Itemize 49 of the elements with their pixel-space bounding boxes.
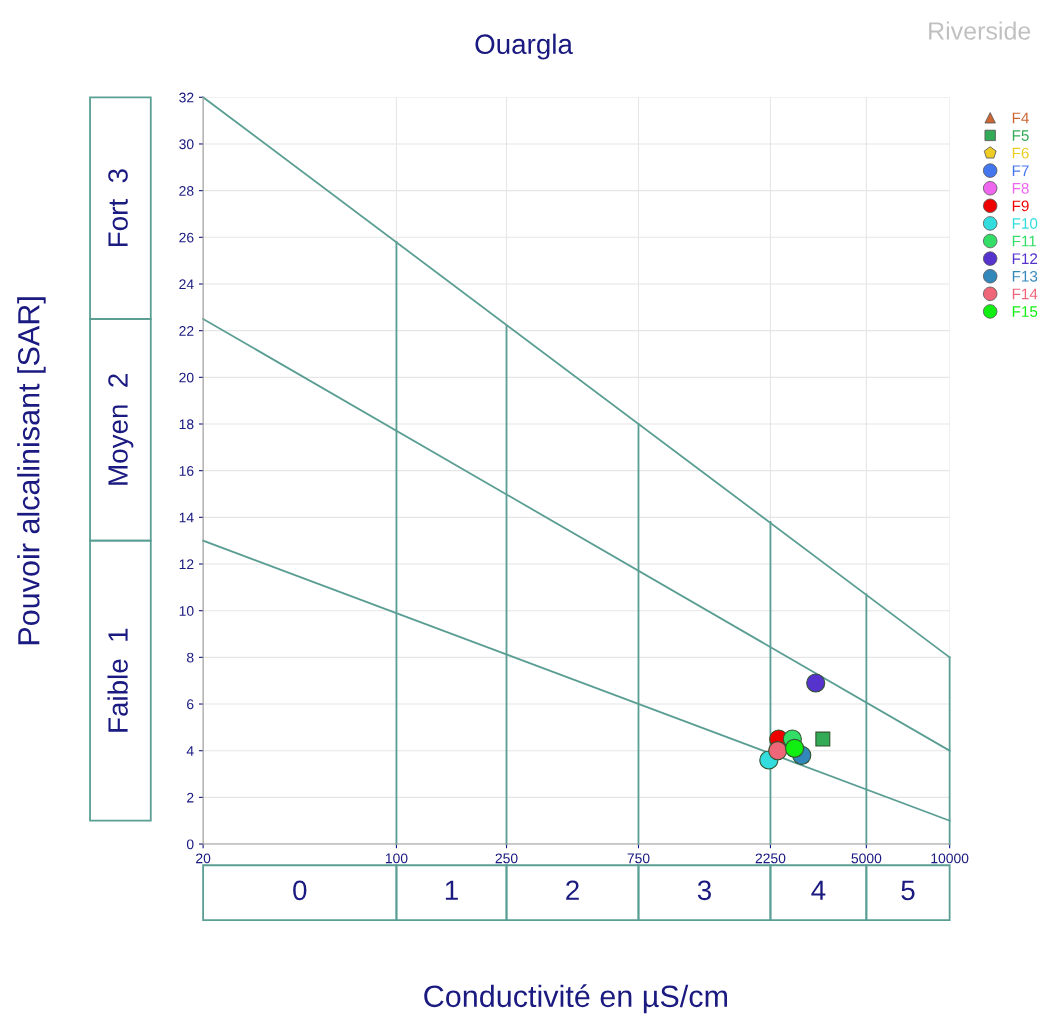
text: 5 <box>901 880 915 901</box>
y-tick-label: 0 <box>186 839 194 850</box>
legend-label: F5 <box>1012 130 1029 141</box>
y-tick-label: 26 <box>179 232 194 243</box>
chart-subtitle: Riverside <box>929 21 1031 40</box>
text: Fort 3 <box>108 169 128 246</box>
text: 4 <box>811 880 826 900</box>
text: 1 <box>445 880 458 900</box>
x-tick-label: 20 <box>196 853 211 864</box>
text: 2 <box>566 880 579 900</box>
text: 0 <box>293 880 307 901</box>
legend-label: F4 <box>1012 112 1029 124</box>
y-tick-label: 4 <box>186 746 194 756</box>
x-tick-label: 100 <box>385 853 408 864</box>
legend-label: F13 <box>1012 270 1038 282</box>
legend-label: F10 <box>1012 218 1038 229</box>
y-tick-label: 18 <box>179 419 194 430</box>
x-tick-label: 10000 <box>931 853 969 864</box>
y-tick-label: 28 <box>179 185 194 196</box>
legend-label: F15 <box>1012 306 1038 317</box>
y-tick-label: 14 <box>179 512 194 523</box>
x-tick-label: 250 <box>495 853 518 864</box>
y-tick-label: 10 <box>179 606 194 616</box>
legend-label: F6 <box>1012 147 1029 159</box>
chart-title: Ouargla <box>475 33 573 60</box>
legend-label: F14 <box>1012 288 1038 300</box>
y-tick-label: 16 <box>179 466 194 476</box>
x-axis-title: Conductivité en µS/cm <box>424 984 727 1014</box>
x-tick-label: 2250 <box>755 853 786 864</box>
legend-label: F9 <box>1012 200 1029 212</box>
y-tick-label: 2 <box>187 792 194 803</box>
x-tick-label: 750 <box>627 853 650 864</box>
y-tick-label: 30 <box>179 139 194 150</box>
legend-label: F7 <box>1012 165 1029 176</box>
x-tick-label: 5000 <box>851 853 882 864</box>
y-tick-label: 6 <box>187 699 194 710</box>
y-tick-label: 22 <box>179 325 194 336</box>
y-tick-label: 20 <box>179 372 194 383</box>
y-tick-label: 12 <box>179 559 194 570</box>
text: 3 <box>697 880 711 901</box>
y-axis-title: Pouvoir alcalinisant [SAR] <box>17 297 46 645</box>
y-tick-label: 24 <box>179 279 194 290</box>
text: Moyen 2 <box>108 374 134 485</box>
legend-label: F8 <box>1012 182 1029 194</box>
legend-label: F11 <box>1012 235 1037 247</box>
y-tick-label: 8 <box>186 652 194 663</box>
text: Faible 1 <box>107 628 128 732</box>
y-tick-label: 32 <box>179 92 194 103</box>
legend-label: F12 <box>1012 253 1038 264</box>
